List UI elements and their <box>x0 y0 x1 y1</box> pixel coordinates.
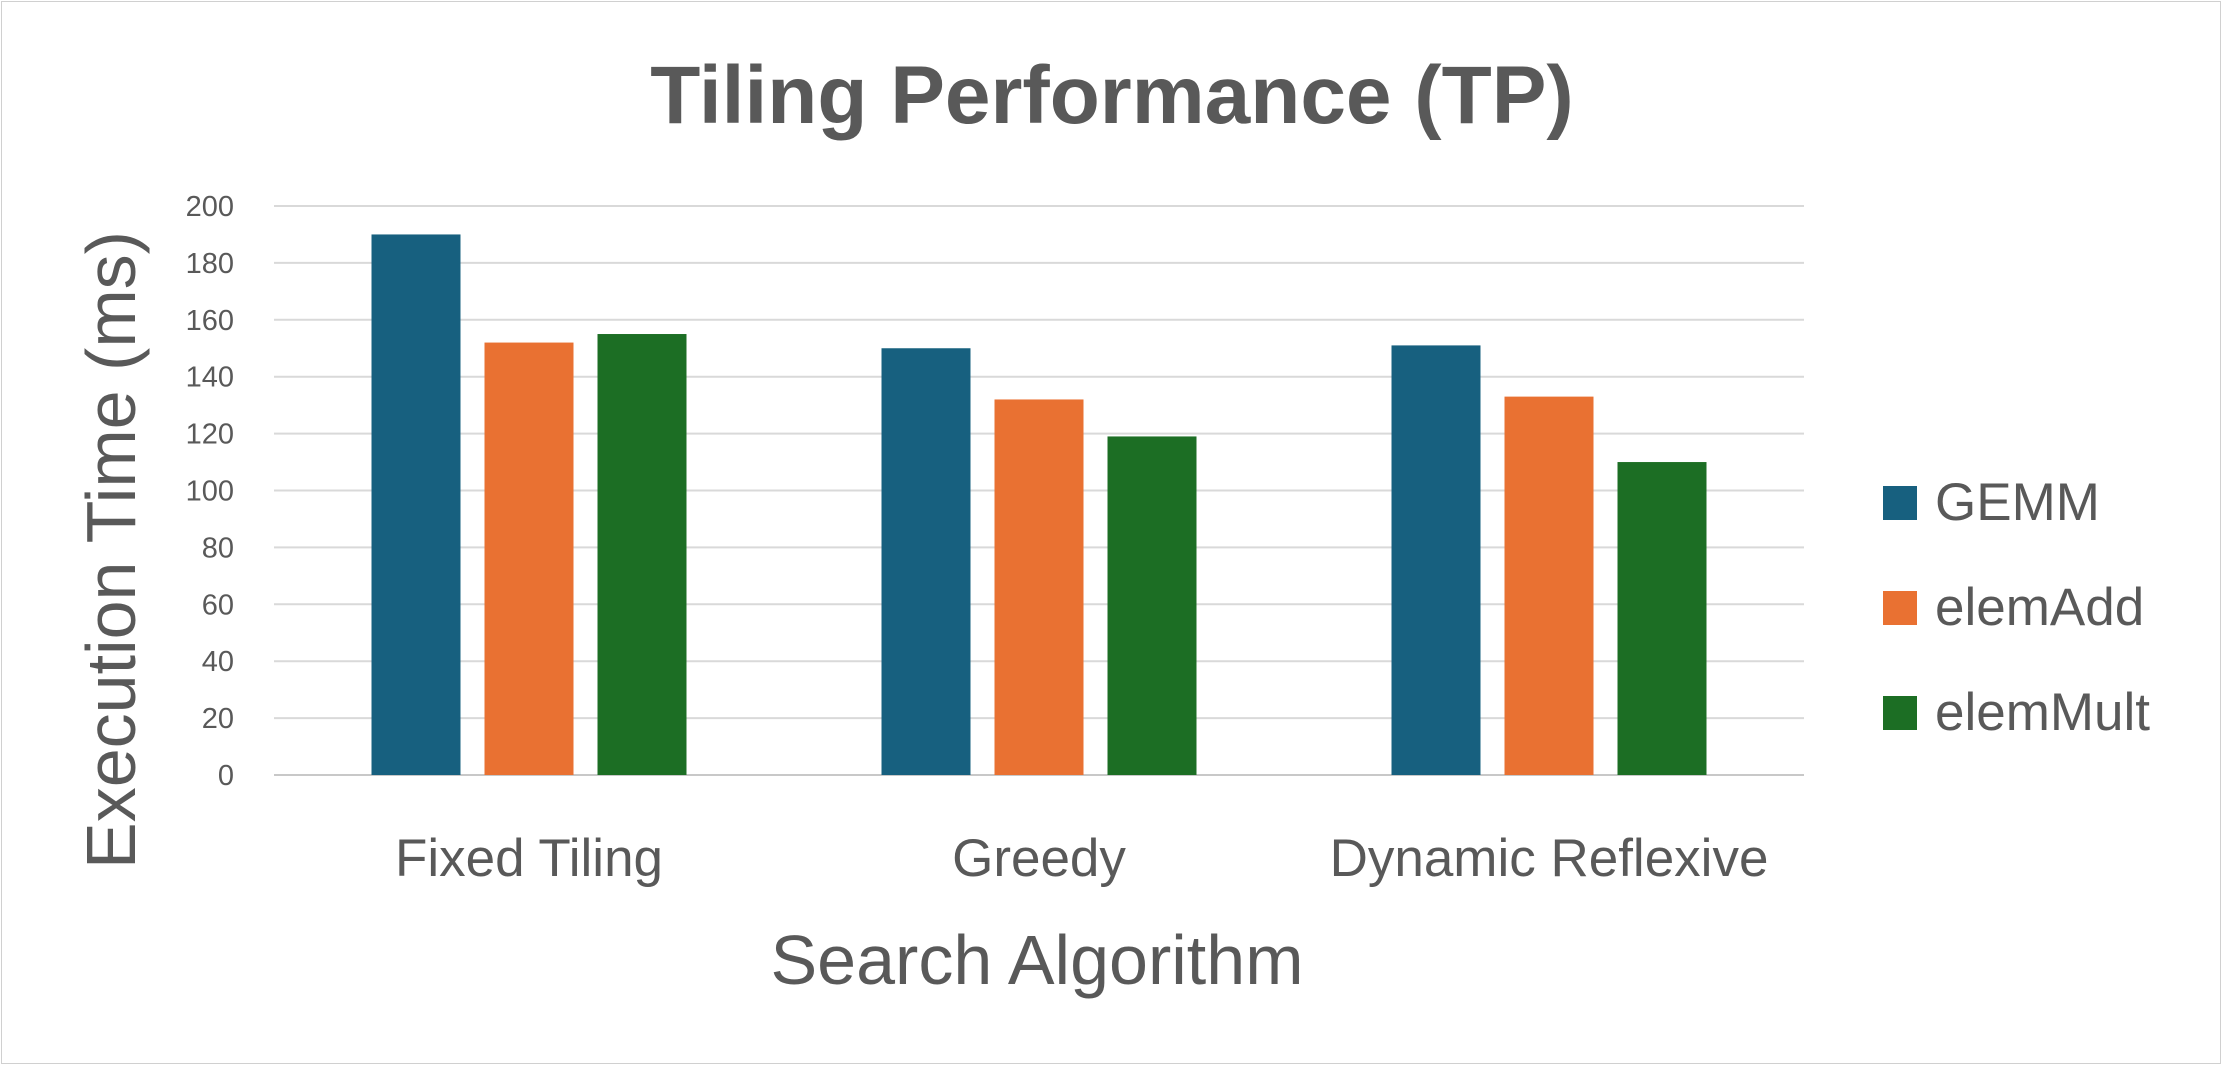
legend-label-elemadd: elemAdd <box>1935 578 2144 637</box>
y-tick-label: 160 <box>186 305 234 337</box>
y-tick-label: 80 <box>202 532 234 564</box>
y-axis-title: Execution Time (ms) <box>72 231 150 869</box>
y-tick-label: 200 <box>186 191 234 223</box>
legend-swatch-elemadd <box>1883 591 1917 625</box>
chart-title: Tiling Performance (TP) <box>650 50 1573 141</box>
x-category-label: Fixed Tiling <box>395 829 663 888</box>
bar-gemm-fixed-tiling <box>371 234 461 775</box>
legend: GEMM elemAdd elemMult <box>1883 473 2150 742</box>
legend-label-gemm: GEMM <box>1935 473 2100 532</box>
bar-elemadd-greedy <box>994 399 1084 775</box>
x-category-label: Greedy <box>952 829 1126 888</box>
x-axis-title: Search Algorithm <box>770 921 1303 999</box>
bar-gemm-greedy <box>881 348 971 775</box>
y-tick-label: 60 <box>202 589 234 621</box>
bar-elemmult-greedy <box>1107 436 1197 775</box>
x-category-label: Dynamic Reflexive <box>1330 829 1769 888</box>
bar-gemm-dynamic-reflexive <box>1391 345 1481 775</box>
bar-elemmult-dynamic-reflexive <box>1617 462 1707 775</box>
y-tick-label: 140 <box>186 362 234 394</box>
y-axis-ticks: 0 20 40 60 80 100 120 140 160 180 200 <box>186 191 234 792</box>
bar-elemmult-fixed-tiling <box>597 334 687 775</box>
y-tick-label: 180 <box>186 248 234 280</box>
y-tick-label: 100 <box>186 476 234 508</box>
x-axis-categories: Fixed Tiling Greedy Dynamic Reflexive <box>395 829 1768 888</box>
y-tick-label: 20 <box>202 703 234 735</box>
y-tick-label: 40 <box>202 646 234 678</box>
bar-elemadd-fixed-tiling <box>484 342 574 775</box>
bars <box>371 234 1707 775</box>
bar-elemadd-dynamic-reflexive <box>1504 396 1594 775</box>
legend-label-elemmult: elemMult <box>1935 683 2150 742</box>
legend-swatch-elemmult <box>1883 696 1917 730</box>
y-tick-label: 0 <box>218 760 234 792</box>
legend-swatch-gemm <box>1883 486 1917 520</box>
y-tick-label: 120 <box>186 419 234 451</box>
